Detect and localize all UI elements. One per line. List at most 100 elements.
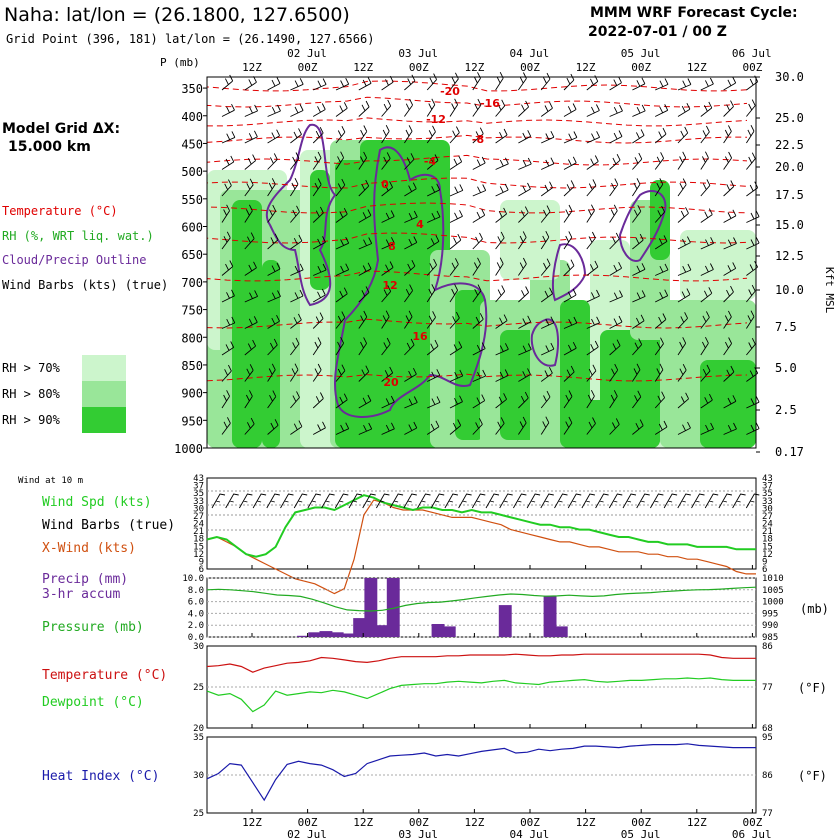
rh-region	[455, 290, 485, 440]
wind-y-tick: 27	[193, 512, 204, 522]
wind-y-tick: 30	[193, 504, 204, 514]
dewpoint-line	[206, 677, 756, 713]
grid-point-subtitle: Grid Point (396, 181) lat/lon = (26.1490…	[6, 32, 374, 46]
time-label: 00Z	[520, 61, 540, 74]
precip-bar	[330, 632, 344, 637]
time-label: 00Z	[520, 816, 540, 829]
temperature-contour-label: 12	[382, 279, 397, 292]
wind-y-tick: 18	[193, 535, 204, 545]
wind-y-tick-right: 15	[762, 542, 773, 552]
rh-region	[700, 360, 756, 448]
height-ticks: 30.0 25.0 22.5 20.0 17.5 15.0 12.5 10.0 7.5 5.0 2.…	[756, 70, 804, 459]
precip-y-tick: 2.0	[188, 621, 204, 631]
top-time-axis: 12Z 00Z 12Z 00Z 12Z 00Z 12Z 00Z 12Z 00Z	[242, 61, 763, 74]
wind-y-tick: 24	[193, 520, 204, 530]
wind-y-tick-right: 35	[762, 489, 773, 499]
temperature-contour-label: 20	[383, 376, 399, 389]
wind-y-tick-right: 18	[762, 535, 773, 545]
date-label: 06 Jul	[732, 47, 772, 60]
pressure-tick: 700	[181, 276, 203, 290]
heat-y-tick: 35	[193, 733, 204, 743]
pressure-line	[206, 586, 757, 612]
height-tick: 30.0	[775, 70, 804, 84]
cloud-contour	[530, 318, 559, 367]
rh80-label: RH > 80%	[2, 387, 61, 401]
temperature-contour	[206, 270, 748, 282]
rh-region	[500, 200, 560, 280]
date-label: 05 Jul	[621, 47, 661, 60]
temperature-contour-label: -16	[480, 97, 500, 110]
legend-wind-speed: Wind Spd (kts)	[42, 495, 152, 510]
temp-unit-label: (°F)	[798, 681, 827, 695]
rh-shading	[207, 140, 756, 448]
precip-bar	[543, 595, 557, 637]
precip-y-tick: 0.0	[188, 633, 204, 643]
legend-rh: RH (%, WRT liq. wat.)	[2, 229, 154, 243]
time-label: 00Z	[742, 816, 762, 829]
legend-pressure: Pressure (mb)	[42, 620, 144, 635]
pressure-tick: 950	[181, 414, 203, 428]
cycle-label: MMM WRF Forecast Cycle:	[590, 5, 798, 21]
date-label: 02 Jul	[287, 828, 327, 840]
wind-y-tick: 15	[193, 542, 204, 552]
height-axis-label: Kft MSL	[823, 267, 836, 314]
precip-y-tick: 6.0	[188, 598, 204, 608]
temperature-contour-label: 4	[416, 218, 424, 231]
rh70-swatch	[82, 355, 126, 381]
rh90-swatch	[82, 407, 126, 433]
wind-title: Wind at 10 m	[18, 476, 83, 486]
wind-y-tick-right: 21	[762, 527, 773, 537]
precip-bar	[341, 633, 355, 637]
date-label: 04 Jul	[510, 47, 550, 60]
temp-y-tick-right: 68	[762, 724, 773, 734]
temperature-contour	[206, 96, 748, 108]
wind-y-tick-right: 33	[762, 497, 773, 507]
pressure-tick: 850	[181, 359, 203, 373]
pressure-tick: 650	[181, 248, 203, 262]
wind-barbs	[221, 71, 760, 435]
temperature-contour-label: 8	[388, 240, 396, 253]
time-label: 00Z	[298, 61, 318, 74]
temperature-contour	[206, 154, 748, 166]
cloud-contour	[551, 243, 587, 302]
temperature-contour	[206, 134, 748, 144]
rh-region	[650, 180, 670, 260]
legend-wind: Wind Barbs (kts) (true)	[2, 278, 168, 292]
temp-panel-frame	[206, 645, 757, 729]
pressure-tick: 450	[181, 137, 203, 151]
precip-bar	[498, 605, 512, 637]
wind-barb-field	[221, 71, 760, 435]
date-label: 02 Jul	[287, 47, 327, 60]
heat-panel-frame	[206, 736, 757, 814]
wind-panel-frame	[206, 477, 757, 570]
heat-index-line	[206, 743, 756, 802]
time-label: 00Z	[631, 816, 651, 829]
time-label: 00Z	[742, 61, 762, 74]
temperature-contour-label: -8	[472, 133, 484, 146]
rh70-label: RH > 70%	[2, 361, 61, 375]
heat-index-panel: 35 30 25 95 86 77	[193, 565, 773, 819]
precip-bar	[353, 618, 367, 637]
temp-y-tick-right: 86	[762, 642, 773, 652]
model-grid-label: Model Grid ΔX:	[2, 121, 120, 137]
heat-y-tick-right: 95	[762, 733, 773, 743]
legend-dewpoint: Dewpoint (°C)	[42, 695, 144, 710]
temperature-contour	[206, 232, 748, 244]
pressure-unit-label: (mb)	[800, 602, 829, 616]
wind-y-tick-right: 30	[762, 504, 773, 514]
height-tick: 17.5	[775, 188, 804, 202]
wind-speed-line	[206, 494, 756, 558]
precip-bar	[308, 632, 322, 637]
time-label: 12Z	[242, 816, 262, 829]
bottom-time-axis: 12Z 00Z 12Z 00Z 12Z 00Z 12Z 00Z 12Z 00Z	[242, 816, 763, 829]
date-label: 03 Jul	[398, 828, 438, 840]
wind-y-tick-right: 37	[762, 482, 773, 492]
height-tick: 15.0	[775, 218, 804, 232]
pressure-tick: 500	[181, 165, 203, 179]
wind-y-tick: 9	[199, 557, 204, 567]
temperature-contour	[206, 318, 748, 329]
pressure-axis-label: P (mb)	[160, 56, 200, 69]
top-date-axis: 02 Jul 03 Jul 04 Jul 05 Jul 06 Jul	[287, 47, 772, 60]
legend-xwind: X-Wind (kts)	[42, 541, 136, 556]
height-tick: 10.0	[775, 283, 804, 297]
